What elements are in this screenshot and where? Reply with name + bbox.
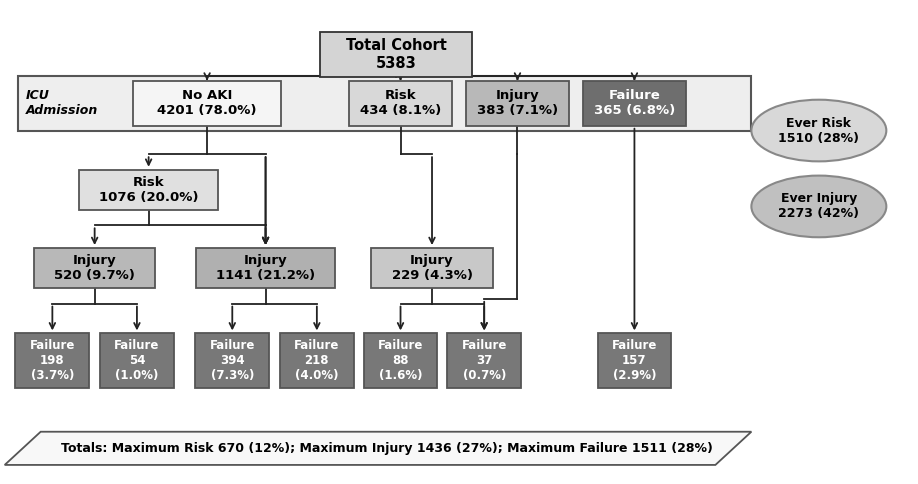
Text: Ever Injury
2273 (42%): Ever Injury 2273 (42%)	[778, 193, 859, 220]
Ellipse shape	[752, 100, 887, 161]
Text: Injury
229 (4.3%): Injury 229 (4.3%)	[391, 254, 473, 282]
Text: Injury
383 (7.1%): Injury 383 (7.1%)	[477, 89, 558, 117]
Text: Failure
218
(4.0%): Failure 218 (4.0%)	[294, 339, 340, 382]
Text: Injury
520 (9.7%): Injury 520 (9.7%)	[54, 254, 135, 282]
FancyBboxPatch shape	[100, 333, 174, 388]
Text: Risk
1076 (20.0%): Risk 1076 (20.0%)	[99, 176, 198, 204]
FancyBboxPatch shape	[465, 81, 569, 126]
FancyBboxPatch shape	[34, 248, 155, 288]
Polygon shape	[5, 432, 751, 465]
FancyBboxPatch shape	[133, 81, 281, 126]
FancyBboxPatch shape	[371, 248, 493, 288]
FancyBboxPatch shape	[79, 170, 218, 210]
FancyBboxPatch shape	[196, 248, 335, 288]
FancyBboxPatch shape	[598, 333, 671, 388]
Text: Failure
54
(1.0%): Failure 54 (1.0%)	[114, 339, 160, 382]
Text: Totals: Maximum Risk 670 (12%); Maximum Injury 1436 (27%); Maximum Failure 1511 : Totals: Maximum Risk 670 (12%); Maximum …	[62, 442, 713, 455]
Text: No AKI
4201 (78.0%): No AKI 4201 (78.0%)	[157, 89, 257, 117]
Text: Failure
157
(2.9%): Failure 157 (2.9%)	[611, 339, 657, 382]
Text: Ever Risk
1510 (28%): Ever Risk 1510 (28%)	[778, 117, 859, 145]
FancyBboxPatch shape	[364, 333, 437, 388]
Text: Total Cohort
5383: Total Cohort 5383	[345, 38, 446, 71]
Text: Failure
198
(3.7%): Failure 198 (3.7%)	[29, 339, 75, 382]
Ellipse shape	[752, 176, 887, 237]
Text: Risk
434 (8.1%): Risk 434 (8.1%)	[360, 89, 442, 117]
Text: Failure
88
(1.6%): Failure 88 (1.6%)	[378, 339, 423, 382]
FancyBboxPatch shape	[349, 81, 453, 126]
Text: Failure
394
(7.3%): Failure 394 (7.3%)	[209, 339, 255, 382]
Text: ICU
Admission: ICU Admission	[26, 89, 97, 117]
Text: Injury
1141 (21.2%): Injury 1141 (21.2%)	[216, 254, 315, 282]
FancyBboxPatch shape	[16, 333, 89, 388]
FancyBboxPatch shape	[319, 32, 473, 77]
FancyBboxPatch shape	[18, 76, 751, 131]
FancyBboxPatch shape	[196, 333, 269, 388]
Text: Failure
365 (6.8%): Failure 365 (6.8%)	[594, 89, 675, 117]
Text: Failure
37
(0.7%): Failure 37 (0.7%)	[462, 339, 507, 382]
FancyBboxPatch shape	[447, 333, 521, 388]
FancyBboxPatch shape	[583, 81, 686, 126]
FancyBboxPatch shape	[280, 333, 353, 388]
